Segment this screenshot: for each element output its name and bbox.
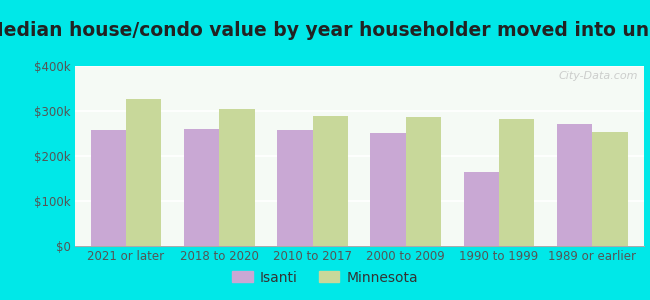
Bar bbox=[406, 117, 441, 246]
Bar bbox=[126, 99, 161, 246]
Bar bbox=[277, 130, 313, 246]
Text: City-Data.com: City-Data.com bbox=[558, 71, 638, 81]
Bar bbox=[184, 129, 219, 246]
Legend: Isanti, Minnesota: Isanti, Minnesota bbox=[226, 265, 424, 290]
Bar bbox=[90, 130, 126, 246]
Bar bbox=[313, 116, 348, 246]
Bar bbox=[370, 133, 406, 246]
Bar bbox=[557, 124, 592, 246]
Bar bbox=[463, 172, 499, 246]
Bar bbox=[592, 132, 628, 246]
Text: Median house/condo value by year householder moved into unit: Median house/condo value by year househo… bbox=[0, 21, 650, 40]
Bar bbox=[499, 119, 534, 246]
Bar bbox=[219, 109, 255, 246]
